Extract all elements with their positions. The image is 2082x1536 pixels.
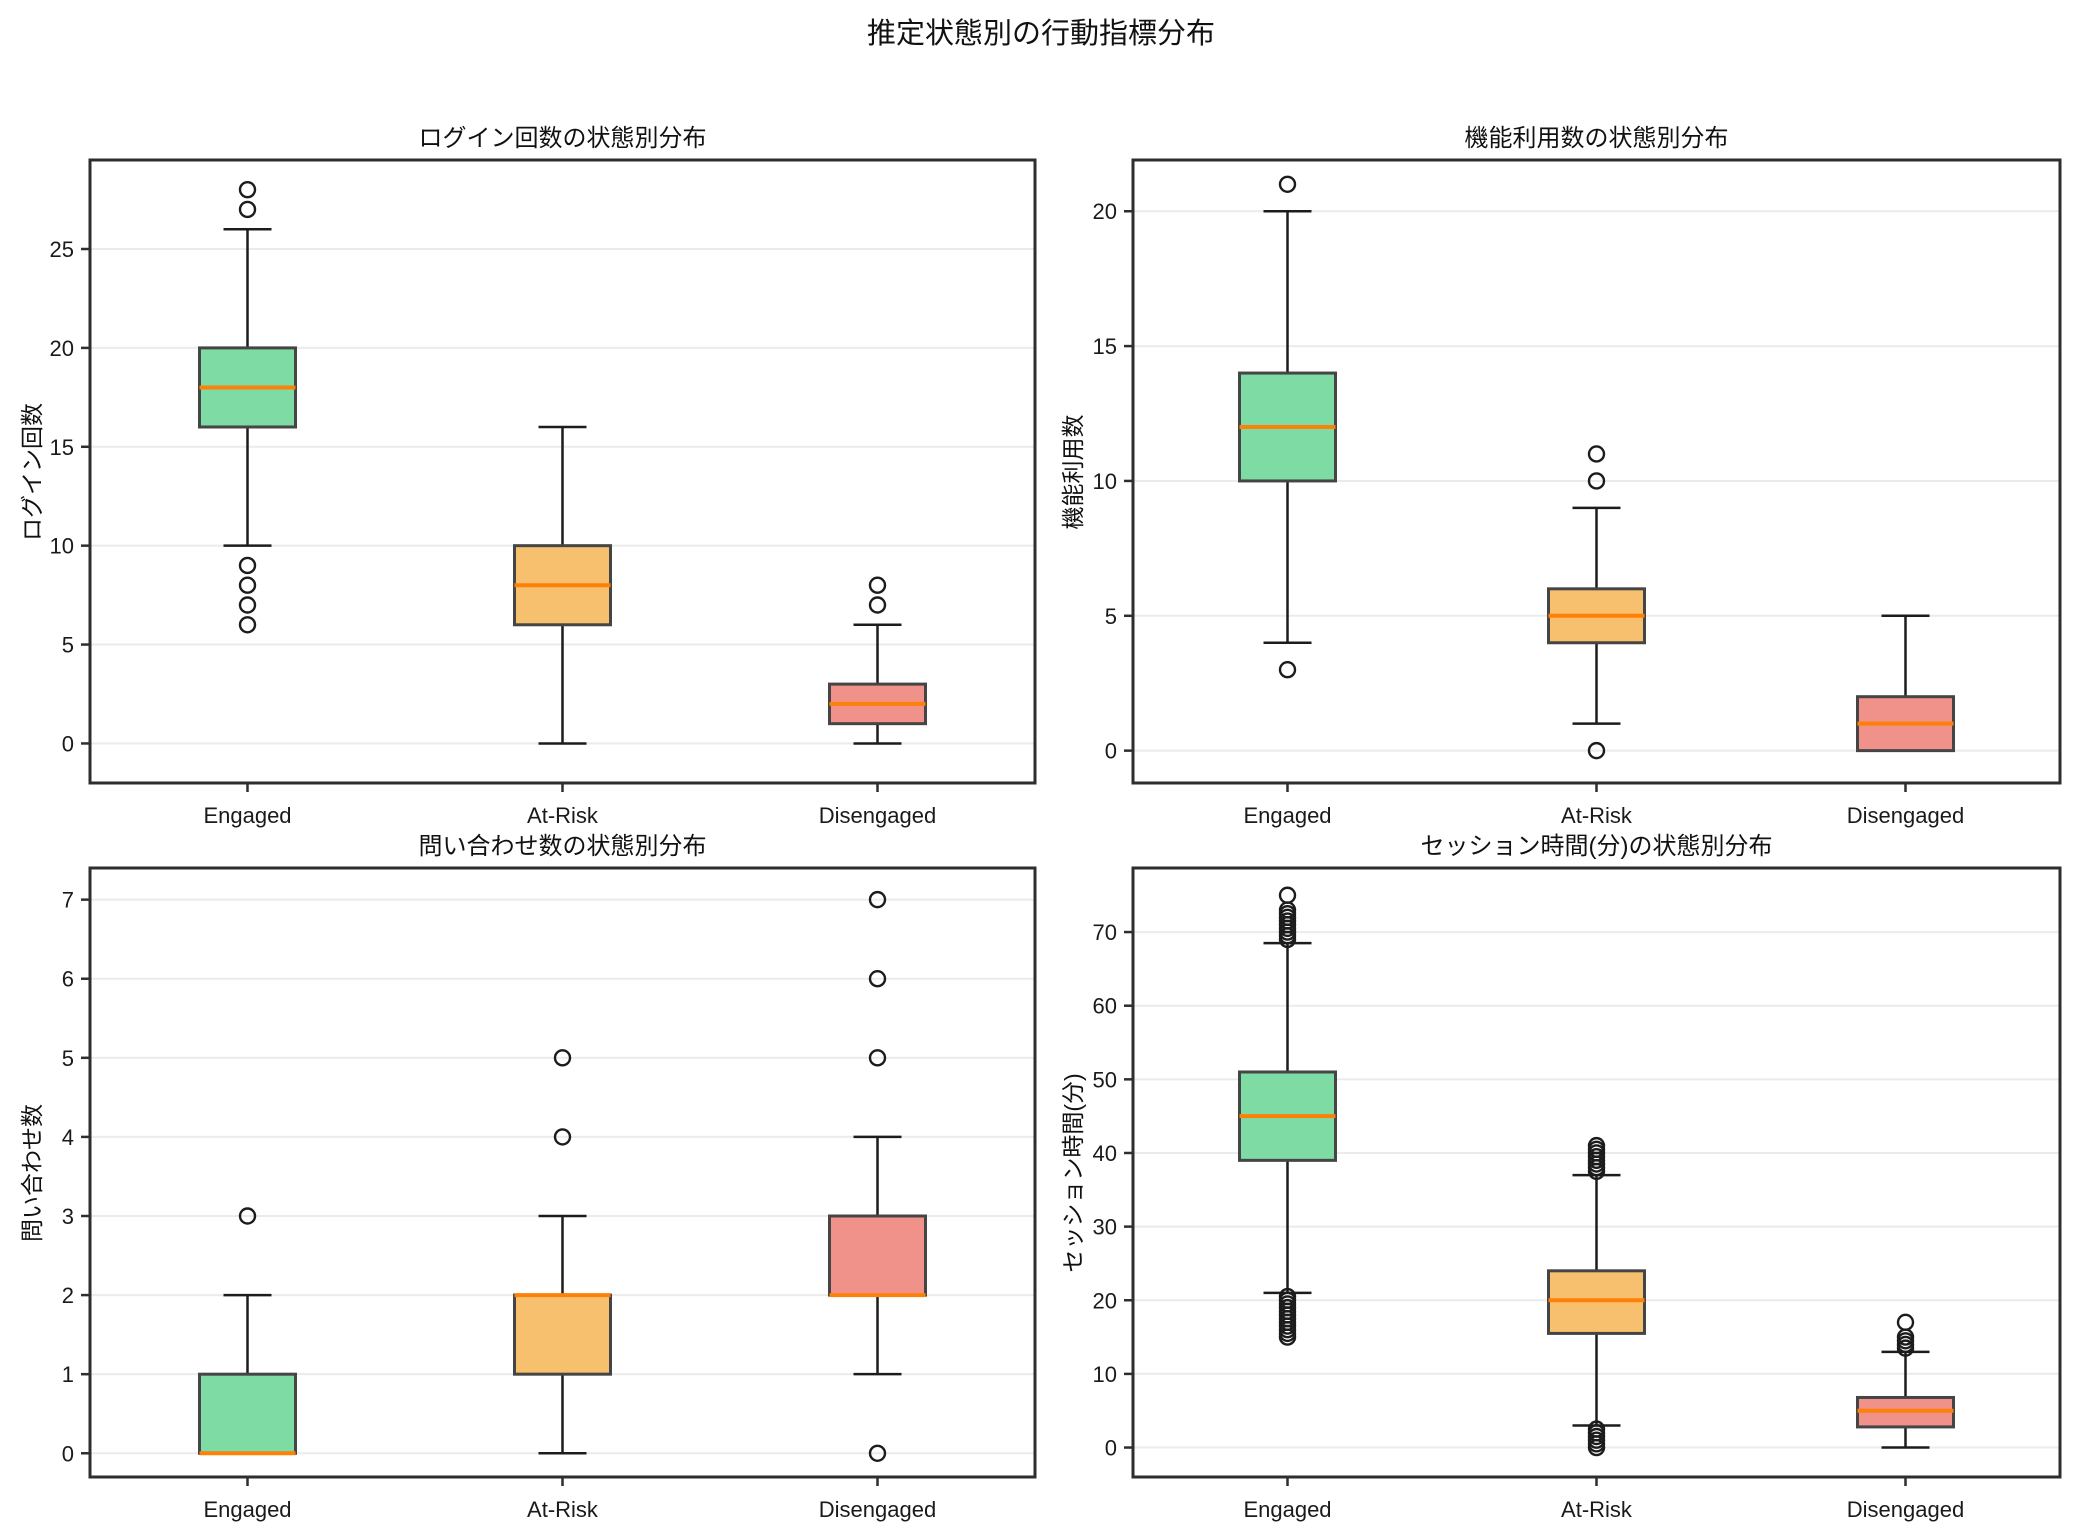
svg-text:5: 5 [1105,604,1117,629]
svg-text:Engaged: Engaged [1243,1497,1331,1522]
svg-text:Disengaged: Disengaged [1847,803,1964,828]
svg-text:15: 15 [50,435,74,460]
svg-text:2: 2 [62,1283,74,1308]
svg-text:15: 15 [1093,334,1117,359]
svg-text:20: 20 [1093,1288,1117,1313]
svg-text:30: 30 [1093,1215,1117,1240]
svg-text:25: 25 [50,237,74,262]
svg-text:At-Risk: At-Risk [1561,803,1633,828]
svg-text:4: 4 [62,1125,74,1150]
svg-text:50: 50 [1093,1067,1117,1092]
svg-text:10: 10 [1093,469,1117,494]
svg-text:0: 0 [1105,739,1117,764]
svg-text:3: 3 [62,1204,74,1229]
subplot-title: ログイン回数の状態別分布 [418,125,707,152]
figure-title: 推定状態別の行動指標分布 [866,18,1215,50]
svg-text:7: 7 [62,888,74,913]
svg-text:0: 0 [62,731,74,756]
subplot-inquiries: 問い合わせ数の状態別分布 問い合わせ数 0 1 2 3 4 5 6 7 Engaged At-Ri… [0,826,1041,1532]
svg-text:0: 0 [1105,1436,1117,1461]
subplot-title: 機能利用数の状態別分布 [1464,125,1729,152]
subplot-title: セッション時間(分)の状態別分布 [1420,833,1773,860]
svg-text:10: 10 [50,534,74,559]
svg-text:70: 70 [1093,920,1117,945]
svg-text:20: 20 [1093,199,1117,224]
svg-text:Engaged: Engaged [1243,803,1331,828]
svg-text:Disengaged: Disengaged [819,1497,936,1522]
svg-text:20: 20 [50,336,74,361]
login-counts-boxplot: 0 5 10 15 20 25 Engaged At-Risk Disengaged [50,158,1037,828]
svg-text:Engaged: Engaged [203,803,291,828]
svg-text:10: 10 [1093,1362,1117,1387]
session-time-boxplot: 0 10 20 30 40 50 60 70 Engaged At-Risk Disengaged [1093,866,2062,1522]
feature-usage-boxplot: 0 5 10 15 20 Engaged At-Risk Disengaged [1093,158,2062,828]
subplot-session-time: セッション時間(分)の状態別分布 セッション時間(分) 0 10 20 30 40 50 6… [1041,826,2082,1532]
subplot-feature-usage: 機能利用数の状態別分布 機能利用数 0 5 10 15 20 Engaged At-Risk… [1041,118,2082,828]
svg-text:1: 1 [62,1362,74,1387]
inquiries-boxplot: 0 1 2 3 4 5 6 7 Engaged At-Risk Disengaged [62,866,1037,1522]
svg-text:5: 5 [62,633,74,658]
subplot-title: 問い合わせ数の状態別分布 [418,833,707,860]
subplot-login-counts: ログイン回数の状態別分布 ログイン回数 0 5 10 15 20 25 Engaged At-… [0,118,1041,828]
svg-text:Engaged: Engaged [203,1497,291,1522]
svg-text:Disengaged: Disengaged [819,803,936,828]
svg-text:40: 40 [1093,1141,1117,1166]
svg-text:At-Risk: At-Risk [527,1497,599,1522]
svg-text:At-Risk: At-Risk [527,803,599,828]
svg-text:60: 60 [1093,994,1117,1019]
svg-text:Disengaged: Disengaged [1847,1497,1964,1522]
svg-text:6: 6 [62,967,74,992]
svg-text:At-Risk: At-Risk [1561,1497,1633,1522]
svg-text:0: 0 [62,1441,74,1466]
svg-text:5: 5 [62,1046,74,1071]
